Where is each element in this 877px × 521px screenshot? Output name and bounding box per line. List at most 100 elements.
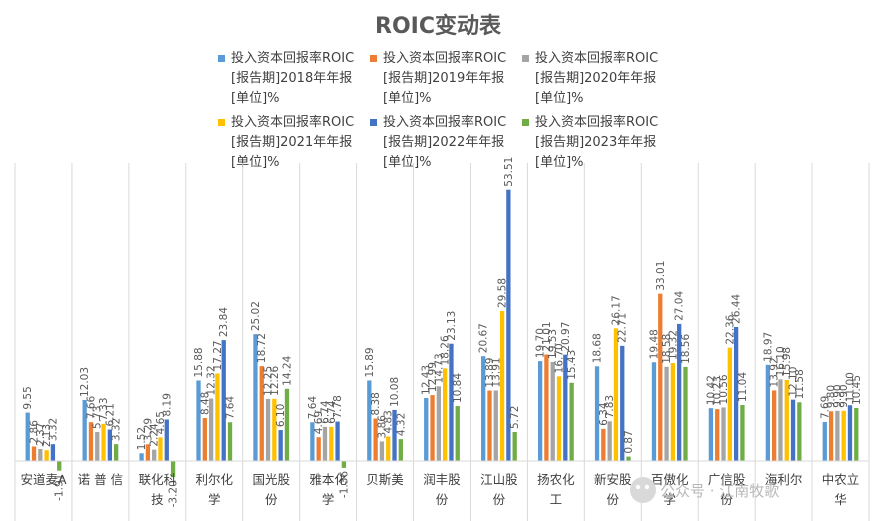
data-label-11-1: 33.01 (655, 261, 667, 291)
data-label-7-4: 23.13 (446, 311, 458, 341)
legend-swatch-0 (218, 55, 225, 62)
bar-6-3 (386, 436, 391, 461)
bar-5-1 (316, 437, 321, 461)
data-label-7-1: 12.99 (427, 362, 439, 392)
data-label-14-0: 7.69 (819, 396, 831, 419)
category-label-0: 安道麦A (20, 472, 67, 487)
data-label-9-5: 15.43 (566, 350, 578, 380)
legend-label-4: 投入资本回报率ROIC (383, 114, 506, 130)
data-label-4-2: 12.25 (263, 366, 275, 396)
data-label-9-2: 19.53 (547, 329, 559, 359)
bar-7-4 (449, 343, 454, 461)
bar-8-1 (487, 390, 492, 461)
bar-8-5 (512, 432, 517, 461)
bar-5-4 (335, 421, 340, 461)
legend-label-4: [单位]% (383, 155, 432, 170)
bar-9-0 (537, 361, 543, 461)
bar-12-1 (715, 409, 720, 461)
data-label-3-0: 15.88 (193, 347, 205, 377)
bar-12-5 (740, 405, 745, 461)
data-label-3-1: 8.48 (199, 392, 211, 415)
data-label-14-3: 9.90 (838, 384, 850, 407)
category-label-12: 广信股 (708, 472, 746, 487)
data-label-2-2: 2.24 (149, 423, 161, 447)
legend-label-2: [单位]% (535, 91, 584, 106)
bar-9-2 (550, 361, 555, 461)
legend-label-1: [报告期]2019年年报 (383, 71, 504, 86)
bar-6-5 (398, 439, 403, 461)
bar-6-4 (392, 409, 397, 461)
wechat-icon (630, 477, 656, 503)
bar-0-1 (31, 446, 37, 461)
data-label-0-4: 3.32 (47, 418, 59, 441)
data-label-1-2: 5.73 (92, 406, 104, 429)
bar-13-2 (778, 379, 783, 461)
data-label-1-5: 3.32 (111, 418, 123, 441)
bar-2-5 (170, 461, 176, 478)
bar-0-0 (25, 412, 30, 461)
data-label-0-3: 2.13 (41, 424, 53, 447)
category-label-8: 江山股 (480, 472, 518, 487)
bar-1-0 (82, 400, 87, 461)
data-label-5-0: 7.64 (307, 396, 319, 420)
category-label-9: 扬农化 (537, 472, 575, 487)
bar-0-2 (38, 448, 43, 461)
bar-7-1 (430, 395, 435, 461)
data-label-13-2: 16.10 (775, 346, 787, 376)
bar-2-3 (158, 437, 163, 461)
bar-4-3 (272, 398, 277, 461)
category-label-2: 技 (151, 492, 164, 507)
bar-13-3 (784, 379, 789, 461)
bar-2-0 (139, 453, 144, 461)
data-label-14-4: 11.00 (844, 372, 856, 402)
bar-11-4 (677, 323, 682, 461)
data-label-5-3: 6.74 (326, 400, 338, 424)
data-label-14-1: 9.80 (826, 385, 838, 408)
chart-title: ROIC变动表 (375, 13, 502, 39)
bar-14-5 (854, 408, 859, 461)
bar-13-4 (790, 399, 796, 461)
bar-0-5 (57, 461, 62, 471)
data-label-1-0: 12.03 (79, 367, 91, 397)
watermark-text: 公众号 · 江南牧歌 (660, 482, 779, 500)
legend-swatch-4 (370, 119, 377, 126)
legend-swatch-5 (522, 119, 529, 126)
data-label-12-4: 26.44 (731, 294, 743, 324)
legend-label-2: [报告期]2020年年报 (535, 71, 656, 86)
legend-label-5: [单位]% (535, 155, 584, 170)
bar-10-3 (613, 328, 619, 461)
bar-11-1 (658, 293, 663, 461)
legend-label-5: 投入资本回报率ROIC (535, 114, 658, 130)
bar-4-2 (265, 398, 271, 461)
data-label-2-1: 3.29 (142, 418, 154, 441)
category-label-7: 润丰股 (423, 472, 461, 487)
data-label-13-5: 11.58 (794, 369, 806, 399)
data-label-10-4: 22.71 (617, 313, 629, 343)
bar-9-1 (544, 354, 549, 461)
bar-12-0 (708, 408, 714, 461)
bar-13-1 (772, 390, 777, 461)
category-label-8: 份 (493, 492, 506, 507)
bar-3-1 (202, 418, 207, 461)
data-label-12-1: 10.23 (712, 376, 724, 406)
legend-label-3: [单位]% (231, 155, 280, 170)
bar-6-1 (373, 418, 378, 461)
bar-3-2 (208, 398, 214, 461)
bar-8-2 (493, 390, 498, 461)
data-label-8-1: 13.89 (484, 358, 496, 388)
bar-10-5 (626, 456, 631, 461)
bar-4-0 (253, 334, 258, 461)
data-label-7-2: 14.73 (433, 353, 445, 383)
plot-area: 9.552.862.372.133.32-1.91安道麦A12.037.665.… (14, 157, 870, 521)
legend-label-1: 投入资本回报率ROIC (383, 50, 506, 66)
data-label-4-4: 6.10 (275, 404, 287, 427)
bar-4-1 (259, 366, 264, 461)
data-label-11-3: 19.32 (667, 330, 679, 360)
bar-14-1 (828, 411, 834, 461)
bar-14-3 (841, 410, 846, 461)
data-label-9-4: 20.97 (560, 322, 572, 352)
legend-label-4: [报告期]2022年年报 (383, 135, 504, 150)
bar-3-3 (215, 373, 220, 461)
data-label-4-3: 12.26 (269, 365, 281, 395)
data-label-7-5: 10.84 (452, 373, 464, 403)
